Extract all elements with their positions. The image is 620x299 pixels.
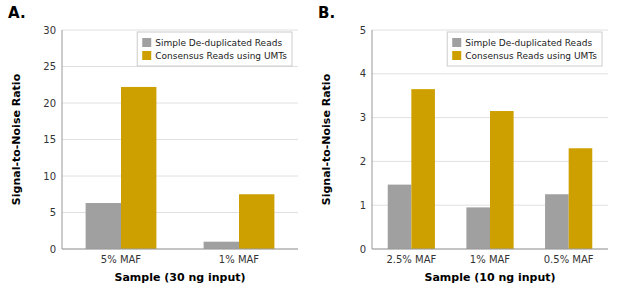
x-tick-label: 2.5% MAF — [386, 254, 436, 265]
y-tick-label: 20 — [43, 98, 56, 109]
grid-line — [372, 73, 608, 74]
legend-frame — [447, 32, 602, 66]
legend-label: Consensus Reads using UMTs — [465, 51, 597, 61]
bar — [121, 87, 156, 249]
x-axis — [62, 249, 298, 250]
x-tick-label: 1% MAF — [219, 254, 260, 265]
chart: A.0510152025305% MAF1% MAFSample (30 ng … — [0, 0, 620, 299]
bar — [204, 242, 239, 249]
panel-label: B. — [318, 4, 335, 22]
legend: Simple De-duplicated Reads Consensus Read… — [447, 32, 602, 66]
panel: A. 0 5 10 15 20 25 30 5% MAF 1% MAF Sample (30 ng … — [8, 4, 298, 284]
y-axis-label: Signal-to-Noise Ratio — [320, 73, 333, 205]
bar — [239, 194, 274, 249]
y-tick-label: 0 — [50, 244, 56, 255]
x-axis — [372, 249, 608, 250]
legend-swatch — [452, 38, 461, 47]
grid-line — [62, 249, 298, 250]
panel-label: A. — [8, 4, 26, 22]
grid-line — [62, 176, 298, 177]
y-tick-label: 5 — [50, 207, 56, 218]
y-tick-label: 10 — [43, 171, 56, 182]
legend-label: Simple De-duplicated Reads — [465, 38, 592, 48]
grid-line — [372, 249, 608, 250]
bars — [388, 89, 593, 249]
bar — [388, 185, 412, 249]
y-tick-label: 3 — [360, 112, 366, 123]
y-tick-label: 2 — [360, 156, 366, 167]
grid-line — [372, 30, 608, 31]
x-tick-label: 0.5% MAF — [544, 254, 594, 265]
bar — [490, 111, 514, 249]
grid-line — [62, 30, 298, 31]
y-tick-label: 1 — [360, 200, 366, 211]
y-tick-label: 25 — [43, 61, 56, 72]
y-tick-label: 15 — [43, 134, 56, 145]
bars — [86, 87, 275, 249]
legend-frame — [137, 32, 292, 66]
x-axis-label: Sample (10 ng input) — [424, 271, 555, 284]
legend: Simple De-duplicated Reads Consensus Read… — [137, 32, 292, 66]
legend-label: Consensus Reads using UMTs — [155, 51, 287, 61]
y-tick-label: 0 — [360, 244, 366, 255]
bar — [411, 89, 435, 249]
bar — [545, 194, 569, 249]
y-axis-label: Signal-to-Noise Ratio — [10, 73, 23, 205]
legend-swatch — [142, 51, 151, 60]
legend-swatch — [452, 51, 461, 60]
y-tick-label: 4 — [360, 68, 366, 79]
x-tick-label: 1% MAF — [470, 254, 511, 265]
y-tick-label: 30 — [43, 25, 56, 36]
legend-label: Simple De-duplicated Reads — [155, 38, 282, 48]
bar — [569, 148, 593, 249]
grid-line — [62, 103, 298, 104]
x-tick-label: 5% MAF — [101, 254, 142, 265]
grid-line — [62, 139, 298, 140]
panel: B. 0 1 2 3 4 5 2.5% MAF 1% MAF 0.5% MAF Sample (10… — [318, 4, 608, 284]
y-axis — [372, 30, 373, 249]
bar — [466, 207, 490, 249]
legend-swatch — [142, 38, 151, 47]
y-axis — [62, 30, 63, 249]
bar — [86, 203, 121, 249]
y-tick-label: 5 — [360, 25, 366, 36]
x-axis-label: Sample (30 ng input) — [114, 271, 245, 284]
